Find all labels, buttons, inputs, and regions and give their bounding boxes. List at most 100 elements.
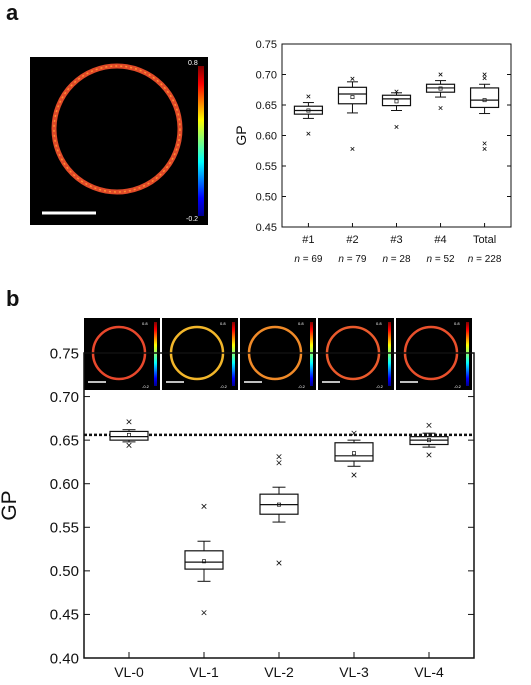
y-tick-label: 0.60 [256, 130, 277, 142]
thumbnail-colorbar [466, 322, 469, 386]
box-#3 [381, 89, 412, 130]
n-symbol: n [382, 254, 388, 265]
thumbnail-colorbar-max: 0.8 [376, 321, 382, 326]
x-tick-label: VL-2 [264, 664, 294, 680]
mean-marker [482, 98, 487, 103]
outlier-marker [306, 131, 311, 136]
y-tick-label: 0.55 [256, 161, 277, 173]
outlier-marker [482, 141, 487, 146]
mean-marker [202, 559, 206, 564]
n-label: n = 79 [338, 254, 367, 265]
box-#1 [293, 94, 324, 136]
thumbnail-4: 0.8 -0.2 [396, 318, 472, 390]
y-tick-label: 0.60 [50, 476, 79, 493]
outlier-stroke [126, 419, 132, 425]
outlier-marker [201, 503, 207, 509]
outlier-stroke [426, 422, 432, 428]
outlier-stroke [426, 452, 432, 458]
n-symbol: n [426, 254, 432, 265]
mean-marker [427, 438, 431, 443]
thumbnail-colorbar-min: -0.2 [376, 384, 384, 389]
outlier-stroke [482, 141, 487, 146]
thumbnail-2: 0.8 -0.2 [240, 318, 316, 390]
y-tick-label: 0.70 [50, 389, 79, 406]
outlier-stroke [201, 503, 207, 509]
panel-a-label: a [6, 0, 19, 25]
x-tick-label: Total [473, 234, 496, 246]
n-label: n = 28 [382, 254, 411, 265]
box-VL-0 [109, 419, 149, 448]
panel-b-label: b [6, 286, 20, 311]
n-symbol: n [338, 254, 344, 265]
y-tick-label: 0.75 [256, 39, 277, 51]
outlier-marker [276, 560, 282, 566]
box-VL-4 [409, 422, 449, 458]
x-tick-label: #1 [302, 234, 314, 246]
outlier-marker [394, 124, 399, 130]
outlier-stroke [201, 610, 207, 616]
box-VL-2 [259, 454, 299, 566]
x-tick-label: VL-0 [114, 664, 144, 680]
x-tick-label: #2 [346, 234, 358, 246]
n-symbol: n [294, 254, 300, 265]
outlier-marker [350, 146, 355, 152]
vesicle-ring-texture [53, 65, 181, 193]
outlier-marker [394, 89, 399, 94]
outlier-stroke [126, 442, 132, 448]
n-value: = 28 [388, 254, 411, 265]
y-tick-label: 0.55 [50, 520, 79, 537]
outlier-stroke [482, 76, 487, 81]
outlier-stroke [394, 89, 399, 94]
outlier-marker [126, 442, 132, 448]
n-label: n = 69 [294, 254, 323, 265]
outlier-stroke [276, 460, 282, 466]
thumbnail-colorbar-max: 0.8 [454, 321, 460, 326]
y-tick-label: 0.50 [256, 191, 277, 203]
outlier-marker [276, 460, 282, 466]
x-tick-label: VL-4 [414, 664, 444, 680]
thumbnail-colorbar [154, 322, 157, 386]
outlier-marker [201, 610, 207, 616]
outlier-marker [438, 72, 443, 77]
y-tick-label: 0.45 [50, 607, 79, 624]
mean-marker [438, 86, 443, 91]
mean-marker [352, 451, 356, 456]
colorbar-max-label: 0.8 [188, 60, 198, 67]
outlier-stroke [438, 105, 443, 111]
y-axis-label: GP [233, 125, 249, 145]
panel-b-thumbnails: 0.8 -0.2 0.8 -0.2 0.8 -0.2 0.8 -0.2 0.8 -0.2 [84, 318, 472, 390]
thumbnail-colorbar-min: -0.2 [142, 384, 150, 389]
y-tick-label: 0.45 [256, 222, 277, 234]
mean-marker [277, 502, 281, 507]
outlier-stroke [438, 72, 443, 77]
thumbnail-1: 0.8 -0.2 [162, 318, 238, 390]
outlier-stroke [350, 76, 355, 81]
thumbnail-colorbar-max: 0.8 [142, 321, 148, 326]
outlier-marker [482, 72, 487, 77]
outlier-stroke [351, 430, 357, 436]
thumbnail-colorbar-max: 0.8 [220, 321, 226, 326]
mean-marker [306, 108, 311, 113]
outlier-marker [482, 146, 487, 152]
outlier-marker [351, 430, 357, 436]
colorbar [198, 66, 204, 216]
thumbnail-colorbar [310, 322, 313, 386]
thumbnail-0: 0.8 -0.2 [84, 318, 160, 390]
panel-a-micrograph: 0.8 -0.2 [30, 57, 208, 225]
outlier-stroke [351, 472, 357, 478]
outlier-marker [426, 452, 432, 458]
outlier-stroke [350, 146, 355, 152]
mean-marker [127, 432, 131, 437]
thumbnail-colorbar-min: -0.2 [454, 384, 462, 389]
y-tick-label: 0.75 [50, 345, 79, 362]
outlier-marker [482, 76, 487, 81]
y-axis-label: GP [0, 490, 21, 520]
mean-marker [394, 99, 399, 104]
n-value: = 228 [473, 254, 502, 265]
outlier-marker [306, 94, 311, 99]
plot-frame [281, 43, 512, 228]
x-tick-label: #3 [390, 234, 402, 246]
outlier-stroke [306, 131, 311, 136]
